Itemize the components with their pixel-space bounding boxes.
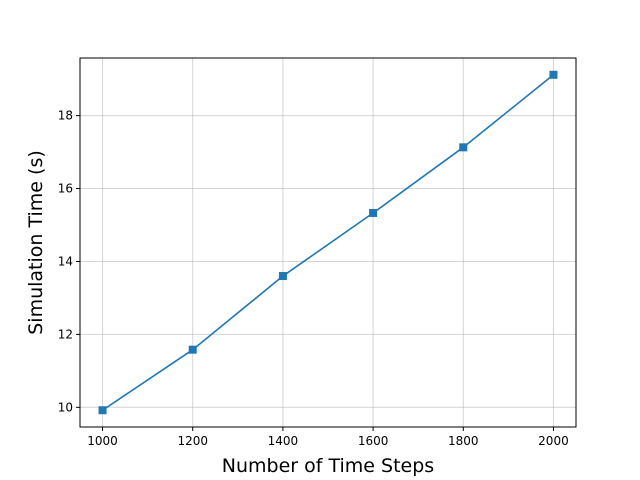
data-point-marker	[369, 208, 378, 217]
x-tick-label: 2000	[538, 434, 569, 448]
series-line	[102, 74, 554, 411]
y-tick-label: 10	[58, 400, 73, 414]
x-tick-label: 1200	[177, 434, 208, 448]
data-point-marker	[459, 143, 468, 152]
grid	[80, 58, 576, 427]
y-tick-label: 14	[58, 254, 73, 268]
data-point-marker	[98, 406, 107, 415]
plot-area	[80, 58, 576, 427]
x-tick-label: 1400	[268, 434, 299, 448]
y-tick-label: 16	[58, 182, 73, 196]
x-axis-label: Number of Time Steps	[222, 455, 434, 477]
x-tick-label: 1800	[448, 434, 479, 448]
x-axis-ticks: 1000 1200 1400 1600 1800 2000	[87, 427, 569, 448]
data-point-marker	[549, 70, 558, 79]
x-tick-label: 1000	[87, 434, 118, 448]
data-point-marker	[188, 345, 197, 354]
y-tick-label: 18	[58, 109, 73, 123]
y-tick-label: 12	[58, 327, 73, 341]
axes-frame	[79, 57, 577, 428]
y-axis-ticks: 10 12 14 16 18	[58, 109, 80, 414]
x-tick-label: 1600	[358, 434, 389, 448]
data-point-marker	[278, 272, 287, 281]
y-axis-label: Simulation Time (s)	[25, 150, 47, 335]
series-layer	[98, 70, 558, 415]
